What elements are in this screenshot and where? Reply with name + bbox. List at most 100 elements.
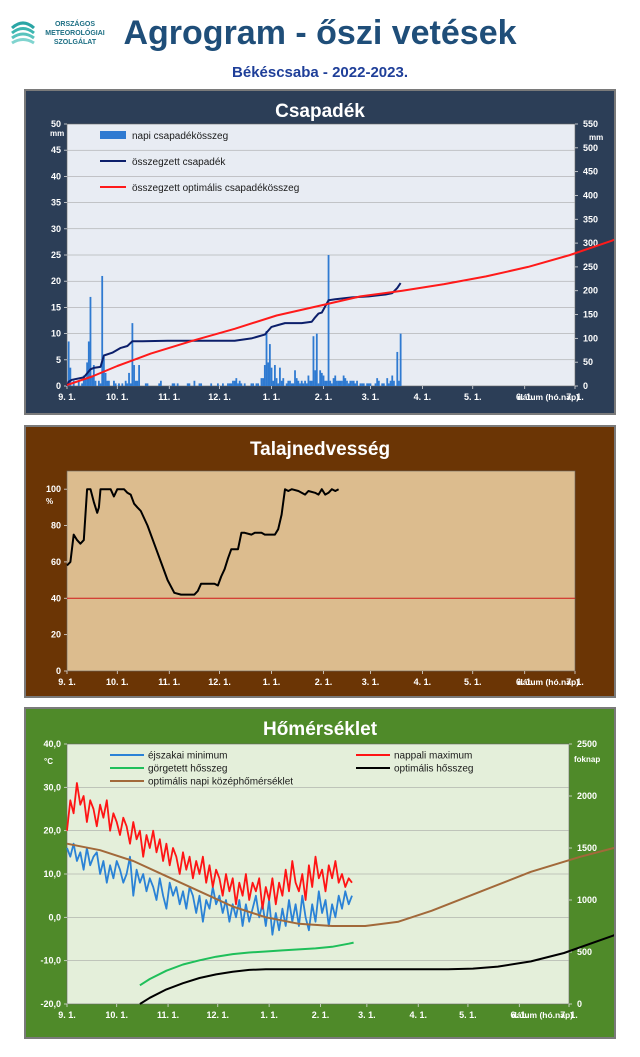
precip-daily-bar <box>295 378 298 386</box>
precip-daily-bar <box>359 383 362 386</box>
precip-daily-bar <box>377 380 380 386</box>
precip-daily-bar <box>270 367 273 386</box>
precip-xtick-label: 4. 1. <box>414 392 432 402</box>
precipitation-chart: Csapadék 0 5 10 15 20 25 30 35 40 45 50 9. 1. 10. 1. 1… <box>50 101 614 402</box>
precip-daily-bar <box>361 383 363 386</box>
precip-xtick-label: 1. 1. <box>263 392 281 402</box>
temp-legend-label-4: optimális napi középhőmérséklet <box>148 777 293 788</box>
precip-daily-bar <box>304 380 306 386</box>
precip-daily-bar <box>332 378 335 386</box>
soil-xtick-label: 12. 1. <box>208 677 231 687</box>
temp-ytick2-label: 1500 <box>577 843 597 853</box>
temp-ytick2-label: 2500 <box>577 739 597 749</box>
precip-daily-bar <box>126 383 129 386</box>
precip-daily-bar <box>337 380 340 386</box>
precip-daily-bar <box>299 383 301 386</box>
precip-daily-bar <box>289 380 291 386</box>
temp-ytick2-label: 2000 <box>577 791 597 801</box>
soil-ytick-label: 20 <box>51 630 61 640</box>
precip-daily-bar <box>228 383 231 386</box>
precip-ytick-label: 25 <box>51 250 61 260</box>
soil-ytick-label: 60 <box>51 557 61 567</box>
precip-xtick-label: 2. 1. <box>315 392 333 402</box>
legend-label-1: összegzett csapadék <box>132 157 226 168</box>
precip-daily-bar <box>97 380 100 386</box>
precip-daily-bar <box>325 380 328 386</box>
precip-daily-bar <box>91 375 94 386</box>
precip-daily-bar <box>260 378 263 386</box>
precip-daily-bar <box>124 380 127 386</box>
temp-xaxis-label: dátum (hó.nap) <box>512 1010 574 1020</box>
precip-daily-bar <box>393 380 395 386</box>
temp-legend-label-3: optimális hősszeg <box>394 764 473 775</box>
precip-daily-bar <box>324 380 327 386</box>
precip-daily-bar <box>369 383 372 386</box>
page-subtitle: Békéscsaba - 2022-2023. <box>232 64 408 81</box>
precip-daily-bar <box>309 380 312 386</box>
temp-legend-label-0: éjszakai minimum <box>148 751 227 762</box>
precip-daily-bar <box>233 380 236 386</box>
precip-daily-bar <box>388 383 390 386</box>
precip-daily-bar <box>69 367 72 386</box>
temp-xtick-label: 6. 1. <box>511 1010 529 1020</box>
temp-xtick-label: 3. 1. <box>358 1010 376 1020</box>
precip-xtick-label: 12. 1. <box>208 392 231 402</box>
precip-daily-bar <box>176 383 179 386</box>
precip-ytick2-label: 500 <box>583 143 598 153</box>
precip-daily-bar <box>282 378 285 386</box>
precip-daily-bar <box>312 336 315 386</box>
precip-daily-bar <box>106 380 109 386</box>
precip-ytick2-label: 300 <box>583 238 598 248</box>
soil-ytick-label: 80 <box>51 521 61 531</box>
temp-ylabel2: foknap <box>574 755 600 764</box>
precip-xtick-label: 7. 1. <box>566 392 584 402</box>
precip-daily-bar <box>222 383 224 386</box>
temp-series-line-2 <box>139 941 354 987</box>
precip-daily-bar <box>376 378 379 386</box>
precip-daily-bar <box>272 380 275 386</box>
precip-daily-bar <box>302 383 305 386</box>
precip-daily-bar <box>138 365 140 386</box>
precip-ytick-label: 10 <box>51 329 61 339</box>
precip-daily-bar <box>389 380 392 386</box>
precip-daily-bar <box>128 372 130 386</box>
omsz-logo: ORSZÁGOS METEOROLÓGIAI SZOLGÁLAT <box>8 18 118 58</box>
soil-xtick-label: 9. 1. <box>58 677 76 687</box>
precip-daily-bar <box>243 383 246 386</box>
precip-daily-bar <box>277 383 280 386</box>
precip-daily-bar <box>314 370 317 386</box>
omsz-logo-icon <box>10 21 36 45</box>
precip-daily-bar <box>305 383 308 386</box>
precip-daily-bar <box>84 378 87 386</box>
temp-ytick-label: 0,0 <box>48 912 61 922</box>
precip-daily-bar <box>297 380 300 386</box>
precip-daily-bar <box>354 383 357 386</box>
precip-daily-bar <box>136 380 139 386</box>
precip-ytick2-label: 0 <box>583 381 588 391</box>
precip-daily-bar <box>307 375 310 386</box>
precip-daily-bar <box>134 380 137 386</box>
precip-daily-bar <box>329 380 332 386</box>
precip-daily-bar <box>171 383 174 386</box>
precip-ylabel2: mm <box>589 133 603 142</box>
logo-text-line-2: METEOROLÓGIAI <box>45 30 105 37</box>
precip-daily-bar <box>334 375 337 386</box>
precip-ytick-label: 50 <box>51 119 61 129</box>
temp-series-line-0 <box>66 842 353 936</box>
precip-daily-bar <box>300 380 303 386</box>
precip-xtick-label: 6. 1. <box>516 392 534 402</box>
precip-ytick2-label: 450 <box>583 167 598 177</box>
precip-daily-bar <box>290 383 293 386</box>
precip-daily-bar <box>87 341 90 386</box>
precip-daily-bar <box>216 383 219 386</box>
temp-ytick-label: 20,0 <box>43 826 61 836</box>
precip-xtick-label: 11. 1. <box>158 392 180 402</box>
temp-ylabel: °C <box>44 757 53 766</box>
temp-ytick2-label: 500 <box>577 947 592 957</box>
precip-daily-bar <box>279 367 281 386</box>
temp-series-line-4 <box>66 842 614 927</box>
precipitation-panel: Csapadék 0 5 10 15 20 25 30 35 40 45 50 9. 1. 10. 1. 1… <box>24 89 616 415</box>
temp-ytick-label: 40,0 <box>43 739 61 749</box>
precip-ytick-label: 40 <box>51 171 61 181</box>
precip-daily-bar <box>240 383 243 386</box>
